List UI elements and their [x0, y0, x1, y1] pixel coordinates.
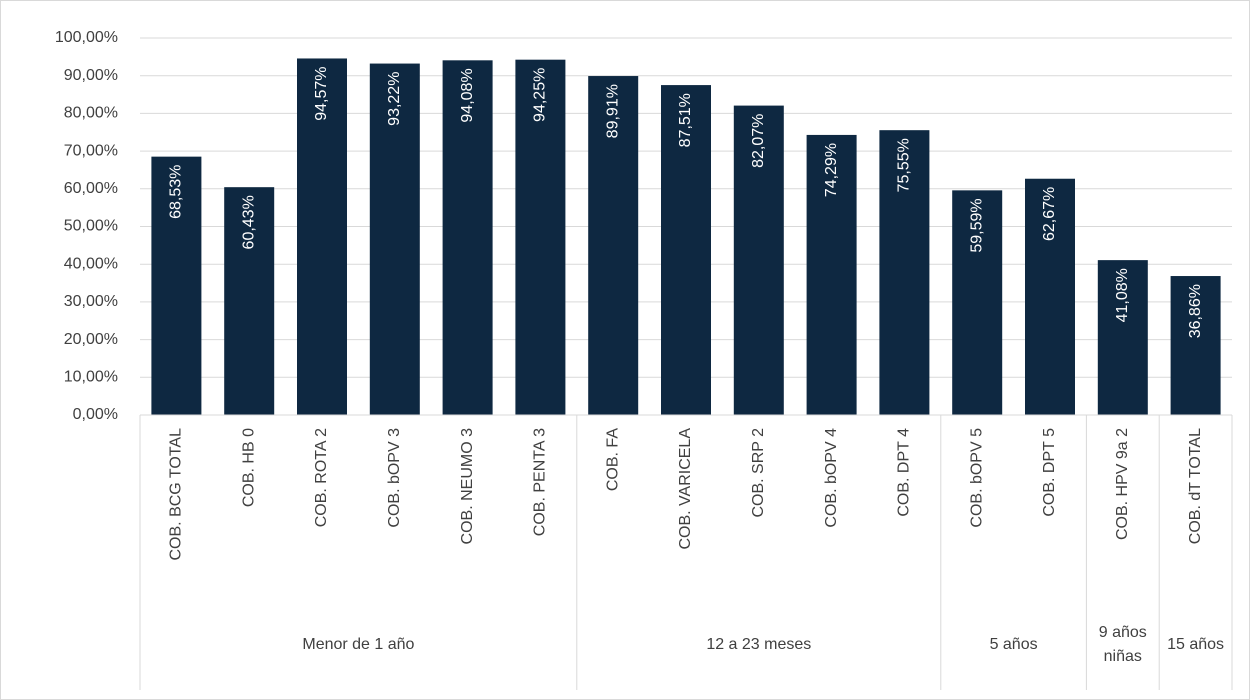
y-tick-label: 40,00%: [64, 255, 118, 272]
group-label-box: 5 años: [989, 636, 1038, 653]
x-tick-label: COB. PENTA 3: [532, 428, 549, 536]
bar: [151, 156, 202, 415]
x-tick-label: COB. dT TOTAL: [1187, 428, 1204, 544]
group-label: 12 a 23 meses: [706, 636, 812, 653]
y-tick-label: 60,00%: [64, 180, 118, 197]
bar: [224, 187, 275, 415]
group-label: Menor de 1 año: [302, 636, 415, 653]
x-tick-label: COB. bOPV 3: [386, 428, 403, 528]
bar: [442, 60, 493, 416]
value-label: 68,53%: [168, 165, 185, 219]
value-label: 93,22%: [386, 72, 403, 126]
group-label: 9 años niñas: [1098, 624, 1147, 665]
bar: [588, 76, 639, 415]
value-label: 89,91%: [604, 84, 621, 138]
value-label: 87,51%: [677, 93, 694, 147]
value-label: 94,57%: [313, 66, 330, 120]
value-label: 60,43%: [240, 195, 257, 249]
y-tick-label: 20,00%: [64, 331, 118, 348]
x-tick-label: COB. bOPV 4: [823, 428, 840, 528]
value-label: 41,08%: [1114, 268, 1131, 322]
y-tick-label: 10,00%: [64, 369, 118, 386]
bar: [1025, 178, 1075, 415]
group-label-box: 15 años: [1167, 636, 1225, 653]
bar: [733, 105, 784, 415]
y-tick-label: 70,00%: [64, 142, 118, 159]
x-tick-label: COB. ROTA 2: [313, 428, 330, 527]
bar: [661, 85, 711, 415]
group-label: 5 años: [989, 636, 1038, 653]
bar: [952, 190, 1003, 415]
value-label: 59,59%: [968, 198, 985, 252]
group-label-box: 9 años niñas: [1098, 624, 1147, 665]
bar: [515, 59, 566, 416]
y-tick-label: 80,00%: [64, 105, 118, 122]
bar: [879, 130, 930, 415]
value-label: 75,55%: [896, 138, 913, 192]
y-tick-label: 100,00%: [55, 29, 118, 46]
value-label: 94,08%: [459, 68, 476, 122]
y-tick-label: 30,00%: [64, 293, 118, 310]
bar: [369, 63, 420, 415]
x-tick-label: COB. HB 0: [240, 428, 257, 507]
group-label-box: Menor de 1 año: [302, 636, 415, 653]
x-tick-label: COB. SRP 2: [750, 428, 767, 518]
value-label: 36,86%: [1187, 284, 1204, 338]
x-tick-label: COB. HPV 9a 2: [1114, 428, 1131, 540]
x-tick-label: COB. NEUMO 3: [459, 428, 476, 545]
x-tick-label: COB. FA: [604, 428, 621, 491]
x-tick-label: COB. DPT 5: [1041, 428, 1058, 517]
value-label: 74,29%: [823, 143, 840, 197]
value-label: 94,25%: [532, 68, 549, 122]
x-tick-label: COB. BCG TOTAL: [168, 428, 185, 561]
bar: [806, 134, 857, 415]
x-tick-label: COB. VARICELA: [677, 428, 694, 550]
bar: [1097, 260, 1148, 415]
group-label: 15 años: [1167, 636, 1225, 653]
value-label: 82,07%: [750, 114, 767, 168]
x-tick-label: COB. bOPV 5: [968, 428, 985, 528]
y-tick-label: 50,00%: [64, 218, 118, 235]
x-tick-label: COB. DPT 4: [896, 428, 913, 517]
group-label-box: 12 a 23 meses: [706, 636, 812, 653]
y-tick-label: 90,00%: [64, 67, 118, 84]
bar: [1170, 276, 1221, 415]
bar: [297, 58, 347, 415]
y-tick-label: 0,00%: [73, 406, 118, 423]
value-label: 62,67%: [1041, 187, 1058, 241]
